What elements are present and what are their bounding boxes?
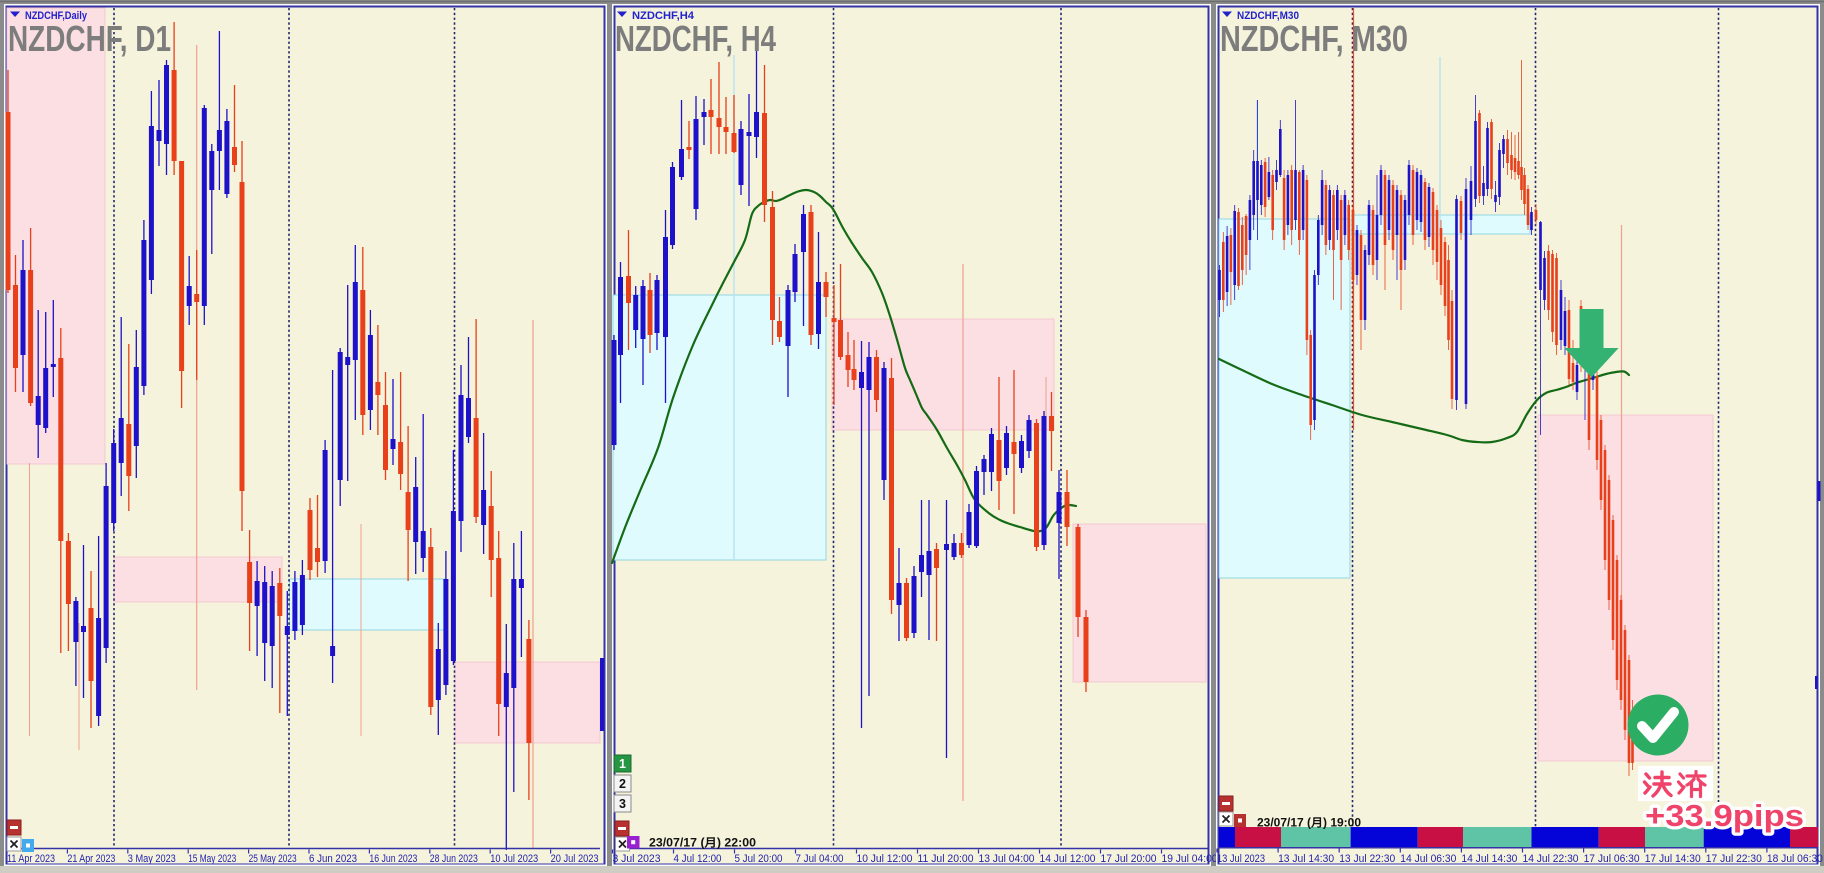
svg-text:17 Jul 20:00: 17 Jul 20:00: [1101, 853, 1157, 865]
svg-text:14 Jul 14:30: 14 Jul 14:30: [1461, 853, 1517, 865]
svg-text:10 Jul 2023: 10 Jul 2023: [490, 853, 538, 865]
svg-text:23/07/17 (月) 19:00: 23/07/17 (月) 19:00: [1257, 817, 1361, 830]
svg-text:6 Jun 2023: 6 Jun 2023: [309, 853, 357, 865]
svg-text:4 Jul 12:00: 4 Jul 12:00: [674, 853, 722, 865]
svg-text:NZDCHF,Daily: NZDCHF,Daily: [25, 10, 88, 22]
svg-text:18 Jul 06:30: 18 Jul 06:30: [1767, 853, 1823, 865]
svg-text:3 Jul 2023: 3 Jul 2023: [613, 853, 661, 865]
svg-text:14 Jul 22:30: 14 Jul 22:30: [1523, 853, 1579, 865]
svg-text:28 Jun 2023: 28 Jun 2023: [430, 853, 478, 865]
svg-text:16 Jun 2023: 16 Jun 2023: [369, 853, 417, 865]
svg-text:+33.9pips: +33.9pips: [1645, 798, 1804, 833]
svg-text:14 Jul 06:30: 14 Jul 06:30: [1400, 853, 1456, 865]
svg-text:17 Jul 22:30: 17 Jul 22:30: [1706, 853, 1762, 865]
svg-text:11 Jul 20:00: 11 Jul 20:00: [918, 853, 974, 865]
svg-text:NZDCHF, D1: NZDCHF, D1: [8, 18, 171, 59]
svg-text:3: 3: [619, 797, 626, 811]
svg-text:14 Jul 12:00: 14 Jul 12:00: [1040, 853, 1096, 865]
svg-text:25 May 2023: 25 May 2023: [249, 853, 297, 865]
svg-text:3 May 2023: 3 May 2023: [128, 853, 176, 865]
svg-text:2: 2: [619, 777, 626, 791]
svg-text:NZDCHF, M30: NZDCHF, M30: [1220, 18, 1408, 59]
svg-text:7 Jul 04:00: 7 Jul 04:00: [796, 853, 844, 865]
svg-text:20 Jul 2023: 20 Jul 2023: [551, 853, 599, 865]
svg-text:10 Jul 12:00: 10 Jul 12:00: [857, 853, 913, 865]
svg-text:NZDCHF,M30: NZDCHF,M30: [1237, 10, 1299, 22]
svg-text:19 Jul 04:00: 19 Jul 04:00: [1162, 853, 1218, 865]
svg-text:17 Jul 14:30: 17 Jul 14:30: [1645, 853, 1701, 865]
svg-text:17 Jul 06:30: 17 Jul 06:30: [1584, 853, 1640, 865]
svg-text:11 Apr 2023: 11 Apr 2023: [7, 853, 55, 865]
svg-text:NZDCHF, H4: NZDCHF, H4: [615, 18, 776, 59]
svg-text:13 Jul 22:30: 13 Jul 22:30: [1339, 853, 1395, 865]
svg-text:13 Jul 14:30: 13 Jul 14:30: [1278, 853, 1334, 865]
svg-text:NZDCHF,H4: NZDCHF,H4: [632, 10, 695, 22]
svg-text:23/07/17 (月) 22:00: 23/07/17 (月) 22:00: [649, 837, 756, 850]
svg-text:21 Apr 2023: 21 Apr 2023: [67, 853, 115, 865]
svg-text:13 Jul 04:00: 13 Jul 04:00: [979, 853, 1035, 865]
svg-text:5 Jul 20:00: 5 Jul 20:00: [735, 853, 783, 865]
svg-text:15 May 2023: 15 May 2023: [188, 853, 236, 865]
svg-text:1: 1: [619, 757, 626, 771]
svg-text:13 Jul 2023: 13 Jul 2023: [1217, 853, 1265, 865]
